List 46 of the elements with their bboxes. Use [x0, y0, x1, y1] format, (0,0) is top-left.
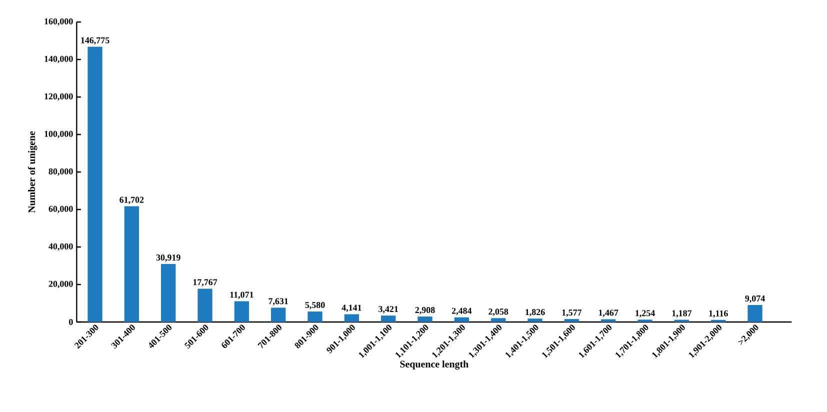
bar: [161, 264, 176, 322]
data-label: 17,767: [193, 279, 218, 286]
bar: [198, 288, 212, 322]
bar: [564, 319, 580, 322]
y-axis-title: Number of unigene: [28, 131, 38, 213]
data-label: 2,058: [488, 308, 508, 316]
data-label: 9,074: [745, 295, 765, 303]
bar: [271, 308, 286, 322]
bar: [418, 316, 432, 322]
bar: [344, 314, 360, 322]
data-label: 1,254: [636, 310, 655, 318]
data-label: 1,187: [672, 310, 692, 318]
y-tick-label: 140,000: [44, 56, 73, 64]
data-label: 2,908: [415, 307, 435, 314]
bar: [528, 318, 542, 322]
data-label: 1,826: [526, 309, 545, 316]
x-axis-title: Sequence length: [400, 360, 468, 370]
data-label: 7,631: [268, 298, 288, 306]
bar: [748, 304, 762, 322]
y-tick-label: 80,000: [48, 168, 73, 176]
y-tick-label: 20,000: [48, 280, 73, 288]
bar: [491, 318, 506, 322]
bar: [124, 206, 139, 322]
bar: [234, 301, 250, 322]
y-tick-label: 100,000: [44, 130, 73, 138]
data-label: 61,702: [120, 196, 144, 204]
bar: [308, 312, 322, 322]
bar: [601, 319, 616, 322]
data-label: 1,467: [598, 310, 618, 318]
data-label: 11,071: [230, 292, 254, 300]
y-tick-label: 40,000: [48, 243, 73, 251]
y-tick-label: 0: [69, 318, 73, 326]
data-label: 3,421: [378, 306, 398, 314]
bar: [88, 46, 102, 322]
data-label: 4,141: [342, 304, 362, 312]
data-label: 5,580: [305, 302, 325, 310]
data-label: 2,484: [452, 308, 472, 316]
data-label: 1,577: [562, 310, 582, 317]
bar: [381, 316, 396, 322]
y-tick-label: 160,000: [44, 18, 73, 26]
y-tick-label: 120,000: [44, 93, 73, 101]
data-label: 146,775: [81, 37, 110, 45]
data-label: 1,116: [709, 310, 728, 318]
data-label: 30,919: [156, 254, 180, 262]
bar: [454, 317, 470, 322]
y-tick-label: 60,000: [48, 206, 73, 214]
